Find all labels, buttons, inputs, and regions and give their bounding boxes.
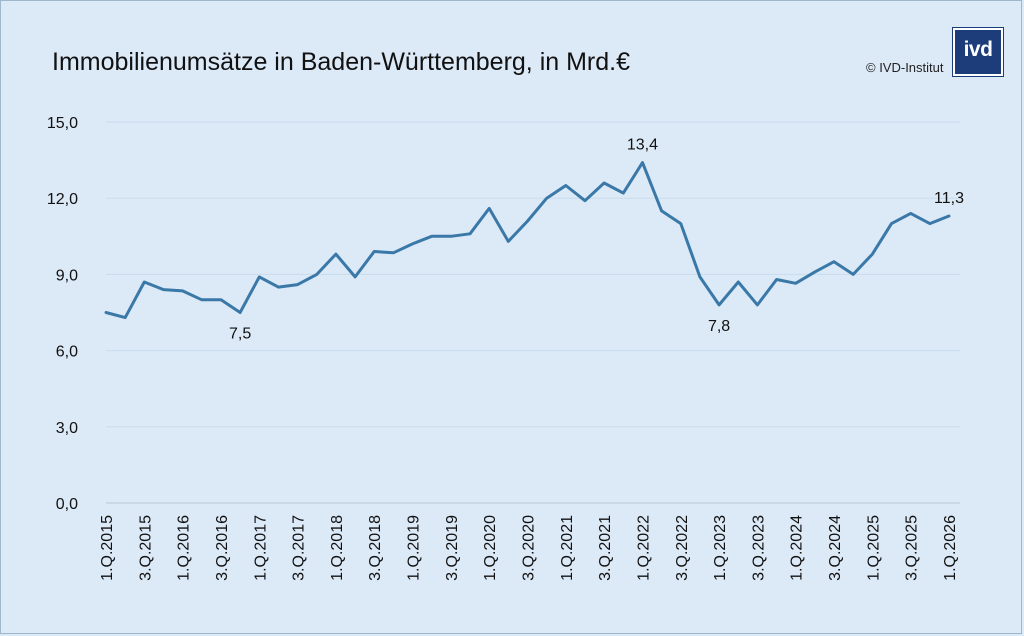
ivd-logo: ivd — [953, 28, 1003, 76]
x-tick-label: 1.Q.2017 — [252, 515, 269, 581]
y-tick-label: 3,0 — [56, 420, 78, 437]
data-label: 7,5 — [229, 326, 251, 343]
x-tick-label: 1.Q.2020 — [482, 515, 499, 581]
x-tick-label: 3.Q.2016 — [214, 515, 231, 581]
y-tick-label: 6,0 — [56, 344, 78, 361]
y-tick-label: 15,0 — [47, 115, 78, 132]
x-tick-label: 3.Q.2023 — [750, 515, 767, 581]
copyright-text: © IVD-Institut — [866, 60, 944, 75]
data-label: 7,8 — [708, 318, 730, 335]
data-labels: 7,5 13,4 7,8 11,3 — [229, 137, 964, 343]
y-tick-label: 0,0 — [56, 496, 78, 513]
x-tick-label: 1.Q.2022 — [635, 515, 652, 581]
x-tick-label: 1.Q.2015 — [99, 515, 116, 581]
x-tick-label: 3.Q.2021 — [597, 515, 614, 581]
x-tick-label: 3.Q.2022 — [674, 515, 691, 581]
y-tick-label: 9,0 — [56, 267, 78, 284]
series-layer — [104, 161, 951, 320]
series-line — [104, 161, 951, 320]
x-tick-label: 3.Q.2015 — [137, 515, 154, 581]
x-tick-label: 1.Q.2023 — [712, 515, 729, 581]
x-tick-label: 3.Q.2024 — [827, 515, 844, 581]
x-tick-label: 1.Q.2016 — [176, 515, 193, 581]
x-tick-label: 3.Q.2018 — [367, 515, 384, 581]
x-tick-label: 3.Q.2020 — [521, 515, 538, 581]
x-tick-label: 1.Q.2021 — [559, 515, 576, 581]
x-tick-label: 1.Q.2025 — [865, 515, 882, 581]
x-tick-label: 1.Q.2026 — [942, 515, 959, 581]
x-tick-label: 3.Q.2019 — [444, 515, 461, 581]
x-tick-label: 3.Q.2025 — [904, 515, 921, 581]
x-tick-label: 1.Q.2018 — [329, 515, 346, 581]
data-label: 11,3 — [934, 190, 964, 207]
y-tick-label: 12,0 — [47, 191, 78, 208]
x-tick-label: 1.Q.2024 — [789, 515, 806, 581]
chart-title: Immobilienumsätze in Baden-Württemberg, … — [52, 48, 631, 76]
y-axis: 0,0 3,0 6,0 9,0 12,0 15,0 — [47, 115, 78, 513]
gridlines — [106, 121, 960, 504]
x-tick-label: 3.Q.2017 — [291, 515, 308, 581]
x-axis: 1.Q.2015 3.Q.2015 1.Q.2016 3.Q.2016 1.Q.2017… — [99, 515, 959, 581]
data-label: 13,4 — [627, 137, 658, 154]
x-tick-label: 1.Q.2019 — [406, 515, 423, 581]
